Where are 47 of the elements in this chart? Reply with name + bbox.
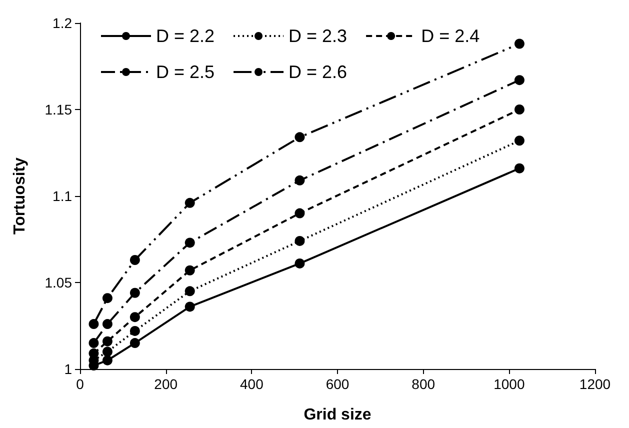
legend-label: D = 2.5 [156, 62, 215, 82]
point [514, 163, 524, 174]
x-tick-label: 1200 [579, 376, 611, 392]
point [130, 338, 140, 348]
point [294, 258, 305, 268]
y-tick-label: 1.1 [52, 188, 72, 204]
point [88, 319, 99, 330]
point [102, 319, 112, 330]
x-tick-label: 800 [412, 376, 436, 392]
point [184, 286, 195, 296]
point [294, 175, 305, 186]
x-tick-label: 0 [76, 376, 84, 392]
point [294, 236, 305, 246]
point [514, 75, 524, 86]
point [102, 336, 112, 346]
point [514, 104, 524, 114]
x-tick-label: 200 [154, 376, 178, 392]
x-axis-title: Grid size [304, 406, 372, 424]
point [130, 326, 140, 336]
y-tick-label: 1.15 [44, 102, 72, 118]
x-tick-label: 1000 [494, 376, 525, 392]
x-tick-label: 400 [240, 376, 264, 392]
point [88, 348, 99, 358]
point [130, 312, 140, 322]
x-tick-label: 600 [326, 376, 350, 392]
y-axis-title: Tortuosity [12, 157, 28, 235]
point [130, 288, 140, 298]
point [514, 136, 524, 146]
point [184, 198, 195, 208]
point [130, 255, 140, 266]
y-tick-label: 1 [64, 361, 72, 377]
point [184, 238, 195, 248]
point [184, 302, 195, 312]
point [102, 293, 112, 304]
point [102, 346, 112, 357]
point [102, 355, 112, 366]
legend-label: D = 2.3 [288, 26, 348, 46]
y-tick-label: 1.2 [52, 15, 72, 31]
point [294, 132, 305, 142]
point [184, 265, 195, 276]
point [294, 208, 305, 218]
legend-label: D = 2.2 [156, 26, 215, 46]
legend-label: D = 2.4 [421, 26, 480, 46]
y-tick-label: 1.05 [44, 274, 72, 290]
point [514, 38, 524, 49]
legend-label: D = 2.6 [288, 62, 348, 82]
point [88, 338, 99, 348]
